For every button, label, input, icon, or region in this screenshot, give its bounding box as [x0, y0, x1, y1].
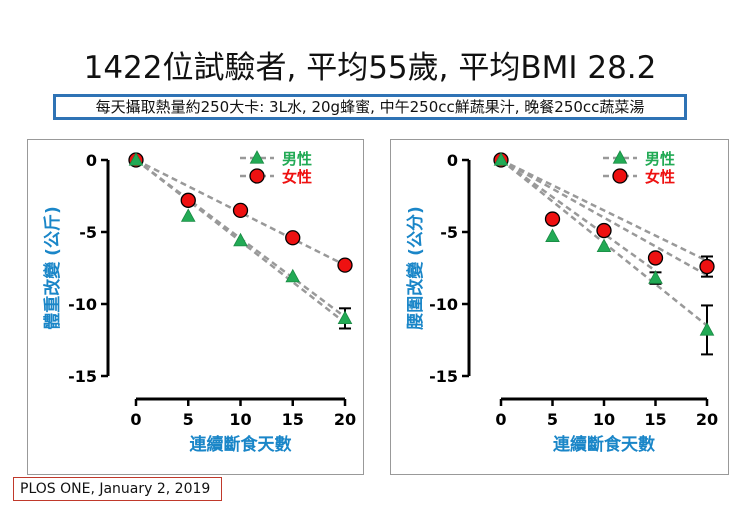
y-tick-label: 0 — [447, 151, 458, 170]
legend-marker-male — [249, 150, 265, 164]
x-axis-label: 連續斷食天數 — [553, 434, 655, 455]
x-tick-label: 15 — [644, 410, 666, 429]
y-tick-label: 0 — [86, 151, 97, 170]
male-data-point — [699, 322, 715, 336]
legend-label-female: 女性 — [645, 168, 675, 186]
legend-label-male: 男性 — [282, 150, 312, 168]
x-tick-label: 10 — [593, 410, 615, 429]
male-data-point — [493, 152, 509, 166]
female-data-point — [647, 250, 664, 266]
y-axis-label: 腰圍改變 (公分) — [405, 206, 426, 329]
x-tick-label: 5 — [547, 410, 558, 429]
male-data-point — [128, 152, 144, 166]
female-data-point — [699, 258, 715, 275]
y-tick-label: -15 — [429, 367, 458, 386]
y-tick-label: -10 — [429, 295, 458, 314]
female-data-point — [232, 202, 249, 219]
male-data-point — [180, 208, 196, 222]
legend-marker-female — [612, 168, 628, 184]
fit-line — [500, 158, 657, 272]
fit-line — [135, 158, 346, 267]
y-tick-label: -5 — [79, 223, 97, 242]
female-data-point — [285, 230, 301, 246]
waist-change-chart-panel: 0 -5 -10 -15 0 5 10 15 20 連續斷食天數 腰圍改變 (公分) 男性 女性 — [390, 139, 729, 475]
y-tick-label: -5 — [440, 223, 458, 242]
page-title: 1422位試驗者, 平均55歲, 平均BMI 28.2 — [83, 50, 657, 86]
female-data-point — [180, 192, 196, 208]
legend-label-male: 男性 — [645, 150, 675, 168]
fit-line — [500, 158, 708, 277]
x-tick-label: 0 — [495, 410, 506, 429]
diet-description-box: 每天攝取熱量約250大卡: 3L水, 20g蜂蜜, 中午250cc鮮蔬果汁, 晚… — [53, 94, 687, 120]
x-axis-label: 連續斷食天數 — [190, 434, 292, 455]
male-data-point — [545, 228, 560, 242]
female-data-point — [544, 211, 561, 227]
weight-change-chart-panel: 0 -5 -10 -15 0 5 10 15 20 連續斷食天數 體重改變 (公斤) 男性 女性 — [27, 139, 364, 475]
y-axis-label: 體重改變 (公斤) — [42, 206, 63, 329]
female-data-point — [337, 257, 353, 273]
y-tick-label: -10 — [68, 295, 97, 314]
citation-box: PLOS ONE, January 2, 2019 — [13, 477, 222, 501]
male-data-point — [233, 232, 248, 247]
x-tick-label: 15 — [282, 410, 304, 429]
male-data-point — [285, 268, 301, 283]
y-tick-label: -15 — [68, 367, 97, 386]
fit-line — [500, 158, 708, 262]
legend-marker-female — [249, 168, 265, 184]
female-data-point — [596, 222, 612, 239]
x-tick-label: 20 — [334, 410, 356, 429]
legend-label-female: 女性 — [282, 168, 312, 186]
legend-marker-male — [612, 150, 628, 164]
x-tick-label: 5 — [183, 410, 194, 429]
x-tick-label: 10 — [229, 410, 251, 429]
male-data-point — [648, 270, 663, 284]
x-tick-label: 0 — [130, 410, 141, 429]
male-data-point — [596, 238, 612, 253]
male-data-point — [337, 310, 353, 325]
x-tick-label: 20 — [696, 410, 718, 429]
